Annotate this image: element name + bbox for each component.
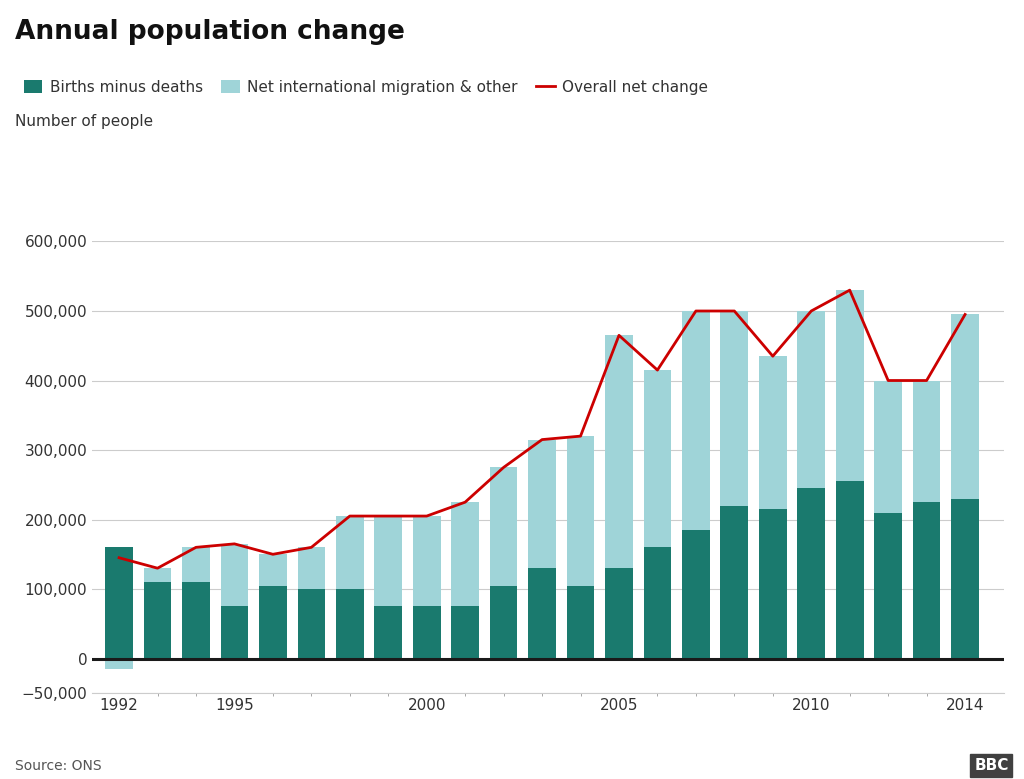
Bar (951, 315, 979, 499)
Bar (682, 311, 710, 530)
Bar (182, 582, 210, 658)
Bar (528, 568, 556, 658)
Bar (912, 502, 940, 658)
Bar (489, 586, 517, 658)
Bar (682, 530, 710, 658)
Bar (105, 658, 133, 669)
Bar (912, 380, 940, 502)
Bar (874, 380, 902, 513)
Bar (759, 356, 786, 509)
Bar (644, 548, 672, 658)
Bar (182, 548, 210, 582)
Text: Annual population change: Annual population change (15, 19, 406, 45)
Bar (566, 586, 594, 658)
Bar (528, 439, 556, 568)
Bar (489, 467, 517, 586)
Bar (298, 548, 326, 589)
Bar (220, 606, 248, 658)
Bar (798, 488, 825, 658)
Bar (874, 513, 902, 658)
Bar (143, 568, 171, 582)
Bar (759, 509, 786, 658)
Bar (721, 311, 749, 506)
Bar (836, 290, 863, 481)
Bar (605, 568, 633, 658)
Bar (951, 499, 979, 658)
Bar (259, 555, 287, 586)
Bar (220, 544, 248, 606)
Bar (336, 589, 364, 658)
Text: Source: ONS: Source: ONS (15, 759, 102, 773)
Bar (375, 516, 402, 606)
Bar (259, 586, 287, 658)
Bar (644, 370, 672, 548)
Bar (105, 548, 133, 658)
Text: Number of people: Number of people (15, 114, 154, 129)
Bar (336, 516, 364, 589)
Bar (798, 311, 825, 488)
Text: BBC: BBC (974, 758, 1009, 773)
Bar (375, 606, 402, 658)
Bar (836, 481, 863, 658)
Legend: Births minus deaths, Net international migration & other, Overall net change: Births minus deaths, Net international m… (17, 74, 715, 101)
Bar (413, 516, 440, 606)
Bar (143, 582, 171, 658)
Bar (413, 606, 440, 658)
Bar (452, 606, 479, 658)
Bar (566, 436, 594, 586)
Bar (452, 502, 479, 606)
Bar (721, 506, 749, 658)
Bar (298, 589, 326, 658)
Bar (605, 335, 633, 568)
